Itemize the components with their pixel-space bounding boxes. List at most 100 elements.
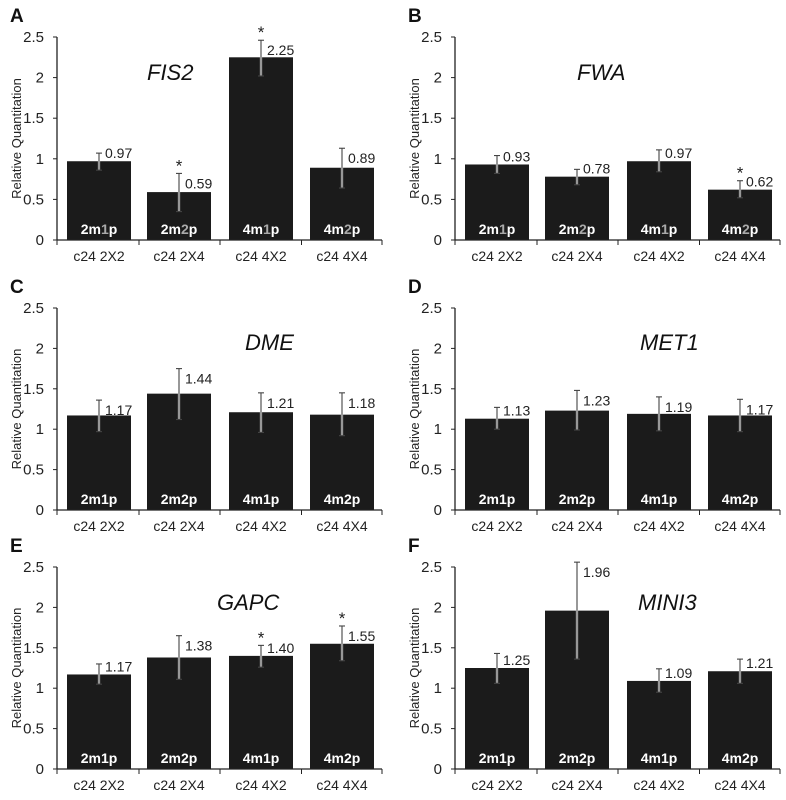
y-tick-label: 2 bbox=[434, 70, 442, 87]
x-category-label: c24 4X2 bbox=[235, 518, 287, 534]
y-tick-label: 1.5 bbox=[23, 640, 44, 657]
value-label: 1.23 bbox=[583, 392, 610, 408]
bar-genotype-label: 4m1p bbox=[641, 491, 678, 507]
bar-genotype-label: 4m2p bbox=[324, 491, 361, 507]
x-category-label: c24 2X2 bbox=[73, 777, 125, 793]
y-tick-label: 0.5 bbox=[23, 462, 44, 479]
x-category-label: c24 4X4 bbox=[714, 248, 766, 264]
x-category-label: c24 2X4 bbox=[153, 248, 205, 264]
y-tick-label: 2.5 bbox=[421, 29, 442, 46]
y-axis-label: Relative Quantitation bbox=[9, 608, 24, 729]
value-label: 0.93 bbox=[503, 148, 530, 164]
value-label: 1.17 bbox=[746, 401, 773, 417]
x-category-label: c24 2X2 bbox=[471, 248, 523, 264]
y-tick-label: 1.5 bbox=[421, 110, 442, 127]
y-tick-label: 1.5 bbox=[421, 381, 442, 398]
bar-genotype-label: 4m2p bbox=[722, 491, 759, 507]
bar-genotype-label: 2m2p bbox=[161, 491, 198, 507]
bar-genotype-label: 2m1p bbox=[81, 750, 118, 766]
x-category-label: c24 2X4 bbox=[153, 518, 205, 534]
value-label: 1.21 bbox=[267, 395, 294, 411]
value-label: 0.59 bbox=[185, 175, 212, 191]
y-tick-label: 2 bbox=[36, 70, 44, 87]
y-axis-label: Relative Quantitation bbox=[407, 608, 422, 729]
x-category-label: c24 4X4 bbox=[714, 518, 766, 534]
y-tick-label: 0.5 bbox=[23, 191, 44, 208]
y-axis-label: Relative Quantitation bbox=[407, 78, 422, 199]
x-category-label: c24 2X4 bbox=[551, 518, 603, 534]
x-category-label: c24 4X2 bbox=[235, 777, 287, 793]
y-tick-label: 2 bbox=[36, 599, 44, 616]
x-category-label: c24 4X2 bbox=[633, 777, 685, 793]
significance-star: * bbox=[176, 156, 183, 175]
value-label: 1.17 bbox=[105, 658, 132, 674]
value-label: 0.89 bbox=[348, 150, 375, 166]
y-tick-label: 1 bbox=[434, 680, 442, 697]
y-tick-label: 1 bbox=[36, 151, 44, 168]
y-tick-label: 0 bbox=[36, 232, 44, 249]
y-tick-label: 1 bbox=[36, 421, 44, 438]
bar-genotype-label: 4m2p bbox=[722, 750, 759, 766]
bar bbox=[67, 161, 131, 240]
panel-letter: E bbox=[10, 536, 23, 557]
x-category-label: c24 2X2 bbox=[471, 777, 523, 793]
chart-title: GAPC bbox=[217, 590, 279, 615]
x-category-label: c24 2X2 bbox=[471, 518, 523, 534]
value-label: 1.40 bbox=[267, 640, 294, 656]
y-tick-label: 0.5 bbox=[23, 721, 44, 738]
chart-panel-d: D MET1 0 0.5 1 1.5 2 2.5 Relative Quantitation 2m… bbox=[407, 277, 781, 534]
bar bbox=[627, 161, 691, 240]
x-category-label: c24 4X4 bbox=[316, 248, 368, 264]
value-label: 1.13 bbox=[503, 403, 530, 419]
y-tick-label: 1 bbox=[434, 421, 442, 438]
bar-genotype-label: 4m1p bbox=[243, 491, 280, 507]
bar bbox=[310, 643, 374, 769]
y-tick-label: 1 bbox=[434, 151, 442, 168]
chart-title: DME bbox=[245, 330, 294, 355]
bar-genotype-label: 2m1p bbox=[81, 221, 118, 237]
chart-title: MET1 bbox=[640, 330, 699, 355]
bar-genotype-label: 4m1p bbox=[641, 221, 678, 237]
y-tick-label: 0.5 bbox=[421, 191, 442, 208]
y-tick-label: 0 bbox=[434, 761, 442, 778]
value-label: 0.62 bbox=[746, 174, 773, 190]
y-tick-label: 1 bbox=[36, 680, 44, 697]
bar-genotype-label: 4m1p bbox=[641, 750, 678, 766]
value-label: 1.96 bbox=[583, 564, 610, 580]
chart-panel-c: C DME 0 0.5 1 1.5 2 2.5 Relative Quantitation 2m1… bbox=[9, 277, 383, 534]
x-category-label: c24 2X2 bbox=[73, 248, 125, 264]
value-label: 0.97 bbox=[105, 145, 132, 161]
y-tick-label: 2.5 bbox=[23, 559, 44, 576]
y-axis-label: Relative Quantitation bbox=[9, 349, 24, 470]
chart-panel-f: F MINI3 0 0.5 1 1.5 2 2.5 Relative Quantitation 2… bbox=[407, 536, 781, 793]
y-tick-label: 2.5 bbox=[23, 29, 44, 46]
y-tick-label: 0.5 bbox=[421, 721, 442, 738]
chart-title: FWA bbox=[577, 60, 625, 85]
y-tick-label: 2 bbox=[434, 340, 442, 357]
y-tick-label: 2.5 bbox=[421, 300, 442, 317]
bar-genotype-label: 4m1p bbox=[243, 750, 280, 766]
value-label: 1.38 bbox=[185, 638, 212, 654]
y-tick-label: 0 bbox=[36, 502, 44, 519]
value-label: 1.17 bbox=[105, 402, 132, 418]
bar bbox=[708, 671, 772, 769]
panel-letter: A bbox=[10, 6, 24, 27]
bar-genotype-label: 2m2p bbox=[161, 750, 198, 766]
y-tick-label: 2 bbox=[434, 599, 442, 616]
y-tick-label: 2.5 bbox=[421, 559, 442, 576]
y-tick-label: 0 bbox=[36, 761, 44, 778]
value-label: 1.19 bbox=[665, 399, 692, 415]
x-category-label: c24 2X4 bbox=[551, 777, 603, 793]
significance-star: * bbox=[339, 609, 346, 628]
chart-title: MINI3 bbox=[638, 590, 697, 615]
panel-letter: C bbox=[10, 277, 24, 298]
bar-genotype-label: 4m2p bbox=[722, 221, 759, 237]
bar bbox=[229, 57, 293, 240]
x-category-label: c24 2X2 bbox=[73, 518, 125, 534]
significance-star: * bbox=[258, 23, 265, 42]
x-category-label: c24 2X4 bbox=[551, 248, 603, 264]
value-label: 1.21 bbox=[746, 655, 773, 671]
bar-genotype-label: 2m1p bbox=[479, 491, 516, 507]
x-category-label: c24 4X4 bbox=[316, 777, 368, 793]
